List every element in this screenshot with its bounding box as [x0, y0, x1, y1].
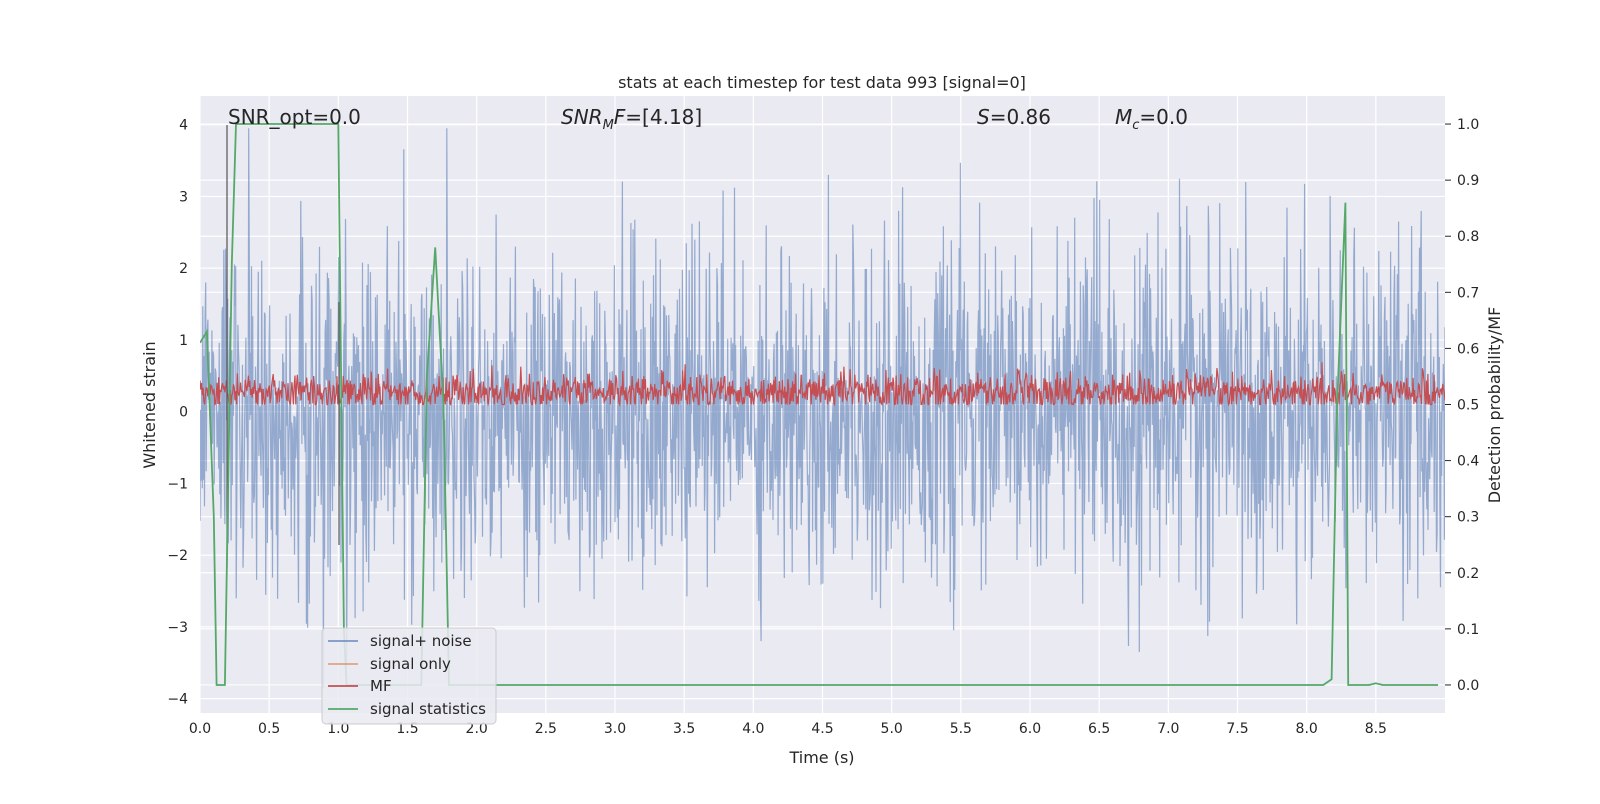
y-right-tick-label: 0.4 [1457, 454, 1479, 470]
x-tick-label: 7.5 [1226, 721, 1248, 737]
y-tick-label: 0 [179, 405, 188, 421]
y-tick-label: −1 [167, 476, 188, 492]
series-signal-statistics-line [200, 123, 1439, 686]
series-mf-line [200, 362, 1445, 407]
y-tick-label: 2 [179, 261, 188, 277]
annotation-snr-opt: SNR_opt=0.0 [228, 105, 361, 129]
y-tick-label: 1 [179, 333, 188, 349]
y-tick-labels: 4 3 2 1 0 −1 −2 −3 −4 [167, 118, 188, 708]
y-tick-label: 3 [179, 189, 188, 205]
y-right-axis-label: Detection probability/MF [1485, 307, 1504, 504]
y-right-tick-label: 0.8 [1457, 229, 1479, 245]
y-axis-label: Whitened strain [140, 341, 159, 468]
legend-label-signal-only: signal only [370, 655, 451, 673]
x-tick-label: 5.5 [950, 721, 972, 737]
x-tick-label: 6.0 [1019, 721, 1041, 737]
legend-label-signal-plus-noise: signal+ noise [370, 632, 472, 650]
y-right-tick-label: 0.9 [1457, 173, 1479, 189]
x-tick-label: 1.0 [327, 721, 349, 737]
y-tick-label: −4 [167, 692, 188, 708]
legend-label-mf: MF [370, 677, 392, 695]
annotation-mc-value: =0.0 [1139, 105, 1188, 129]
annotation-s-stat: S=0.86 [977, 105, 1051, 129]
y-tick-label: 4 [179, 118, 188, 134]
x-tick-label: 2.5 [535, 721, 557, 737]
y-right-tick-label: 0.2 [1457, 566, 1479, 582]
y-right-tick-label: 0.0 [1457, 678, 1479, 694]
x-tick-label: 3.0 [604, 721, 626, 737]
x-tick-label: 8.5 [1365, 721, 1387, 737]
x-tick-label: 4.5 [811, 721, 833, 737]
x-tick-label: 3.5 [673, 721, 695, 737]
y-right-tick-label: 0.3 [1457, 510, 1479, 526]
y-right-tick-label: 0.1 [1457, 622, 1479, 638]
x-tick-label: 5.0 [881, 721, 903, 737]
y-right-tick-label: 1.0 [1457, 117, 1479, 133]
legend-box [321, 627, 497, 725]
legend: signal+ noise signal only MF signal stat… [321, 627, 497, 725]
y-right-tick-labels: 1.0 0.9 0.8 0.7 0.6 0.5 0.4 0.3 0.2 0.1 0.0 [1445, 117, 1479, 694]
annotation-mc: Mc=0.0 [1115, 105, 1188, 133]
x-tick-label: 7.0 [1157, 721, 1179, 737]
y-right-tick-label: 0.5 [1457, 398, 1479, 414]
x-tick-label: 0.5 [258, 721, 280, 737]
y-right-tick-label: 0.6 [1457, 341, 1479, 357]
x-tick-label: 2.0 [466, 721, 488, 737]
chart-title: stats at each timestep for test data 993… [618, 73, 1026, 92]
x-tick-label: 0.0 [189, 721, 211, 737]
x-tick-label: 8.0 [1296, 721, 1318, 737]
legend-label-signal-statistics: signal statistics [370, 700, 486, 718]
annotation-s-stat-value: =0.86 [990, 105, 1051, 129]
x-tick-label: 6.5 [1088, 721, 1110, 737]
y-tick-label: −3 [167, 620, 188, 636]
annotation-snr-mf: SNRMF=[4.18] [561, 105, 702, 133]
y-tick-label: −2 [167, 548, 188, 564]
annotation-snr-mf-value: =[4.18] [625, 105, 702, 129]
x-tick-label: 4.0 [742, 721, 764, 737]
x-tick-label: 1.5 [396, 721, 418, 737]
x-axis-label: Time (s) [788, 748, 854, 767]
x-tick-labels: 0.0 0.5 1.0 1.5 2.0 2.5 3.0 3.5 4.0 4.5 5.0 5.5 6.0 6… [189, 721, 1387, 737]
y-right-tick-label: 0.7 [1457, 285, 1479, 301]
